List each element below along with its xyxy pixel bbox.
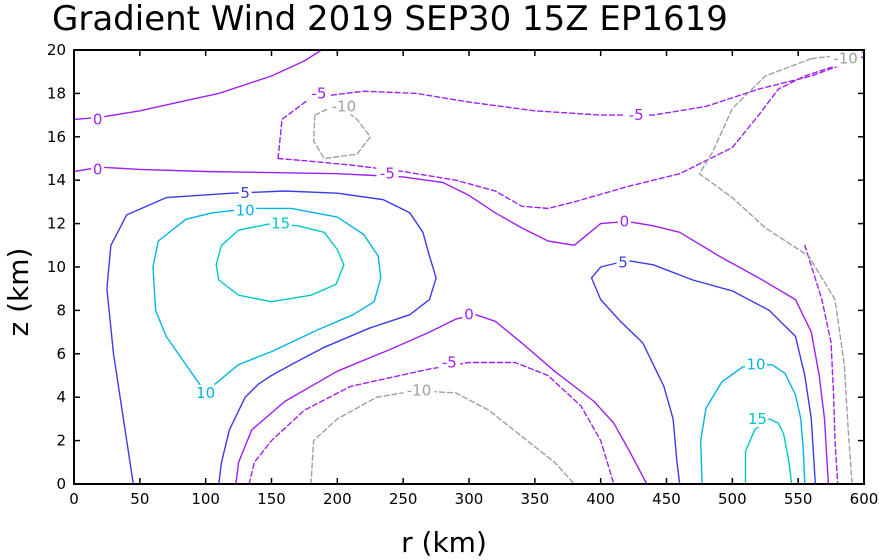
contour-line-neg5-12 — [804, 244, 839, 485]
y-tick-label: 18 — [47, 84, 66, 102]
y-tick-label: 8 — [56, 301, 66, 319]
x-tick-label: 0 — [69, 490, 79, 508]
y-tick-label: 16 — [47, 128, 66, 146]
contour-label-bg — [616, 254, 630, 271]
contour-label-bg — [462, 306, 476, 323]
contour-label-bg — [376, 165, 399, 182]
contour-label: 0 — [620, 212, 630, 230]
contour-label: 5 — [618, 254, 628, 272]
y-tick-label: 10 — [47, 258, 66, 276]
contour-label-bg — [746, 410, 769, 427]
x-tick-label: 150 — [257, 490, 286, 508]
contour-line-15-7 — [215, 222, 345, 303]
y-tick-label: 12 — [47, 215, 66, 233]
contour-line-neg5-10 — [277, 55, 865, 210]
contour-line-10-6 — [700, 363, 806, 485]
x-tick-label: 450 — [652, 490, 681, 508]
contour-label: 10 — [236, 202, 255, 220]
contour-label: -10 — [407, 382, 432, 400]
x-tick-label: 250 — [389, 490, 418, 508]
x-axis: 0 50 100 150 200 250 300 350 400 450 500 550 600 — [69, 50, 878, 508]
chart-title: Gradient Wind 2019 SEP30 15Z EP1619 — [52, 0, 728, 39]
contour-label: 15 — [271, 215, 290, 233]
contour-line-neg10-14 — [310, 390, 575, 485]
contour-label-bg — [91, 111, 105, 128]
contour-label-bg — [307, 85, 330, 102]
contour-label-bg — [745, 356, 767, 373]
x-tick-label: 550 — [784, 490, 813, 508]
y-tick-label: 2 — [56, 432, 66, 450]
contour-label-bg — [625, 107, 648, 124]
contour-line-0-1 — [73, 166, 830, 485]
contour-label: 10 — [746, 356, 765, 374]
contour-label: 5 — [240, 184, 250, 202]
contour-line-neg10-16 — [698, 58, 853, 485]
contour-label: 0 — [93, 160, 103, 178]
contour-label: -10 — [833, 50, 858, 68]
contour-label-bg — [234, 202, 257, 219]
plot-frame — [73, 49, 865, 485]
contour-line-5-4 — [590, 259, 816, 485]
contour-label-bg — [438, 354, 461, 371]
contour-lines — [73, 49, 865, 485]
x-tick-label: 200 — [323, 490, 352, 508]
contour-label: 0 — [93, 110, 103, 128]
contour-line-15-8 — [744, 418, 793, 485]
contour-label: -5 — [442, 354, 457, 372]
y-tick-label: 14 — [47, 171, 66, 189]
x-tick-label: 300 — [455, 490, 484, 508]
x-tick-label: 600 — [850, 490, 879, 508]
y-axis: 0 2 4 6 8 10 12 14 16 18 20 — [47, 41, 864, 493]
contour-label: 10 — [196, 384, 215, 402]
x-tick-label: 500 — [718, 490, 747, 508]
y-tick-label: 6 — [56, 345, 66, 363]
contour-label: -10 — [332, 97, 357, 115]
contour-label-bg — [91, 161, 105, 178]
contour-line-neg5-11 — [248, 361, 615, 485]
contour-label-bg — [269, 215, 292, 232]
contour-label-bg — [328, 98, 360, 115]
contour-label-bg — [403, 382, 435, 399]
y-tick-label: 4 — [56, 388, 66, 406]
contour-label-bg — [238, 185, 252, 202]
x-tick-label: 350 — [521, 490, 550, 508]
contour-label: -5 — [380, 165, 395, 183]
contour-label: 0 — [464, 306, 474, 324]
contour-line-10-5 — [152, 207, 382, 394]
y-tick-label: 0 — [56, 475, 66, 493]
x-axis-label: r (km) — [401, 526, 487, 559]
contour-line-5-3 — [106, 190, 437, 485]
x-tick-label: 50 — [130, 490, 149, 508]
y-tick-label: 20 — [47, 41, 66, 59]
contour-line-0-0 — [73, 49, 323, 121]
contour-label: -5 — [311, 84, 326, 102]
x-tick-label: 400 — [586, 490, 615, 508]
contour-label-bg — [194, 384, 217, 401]
y-axis-label: z (km) — [2, 248, 35, 337]
x-tick-label: 100 — [191, 490, 220, 508]
contour-label-bg — [830, 50, 862, 67]
contour-label-bg — [617, 213, 631, 230]
contour-label: 15 — [748, 410, 767, 428]
contour-label: -5 — [629, 106, 644, 124]
